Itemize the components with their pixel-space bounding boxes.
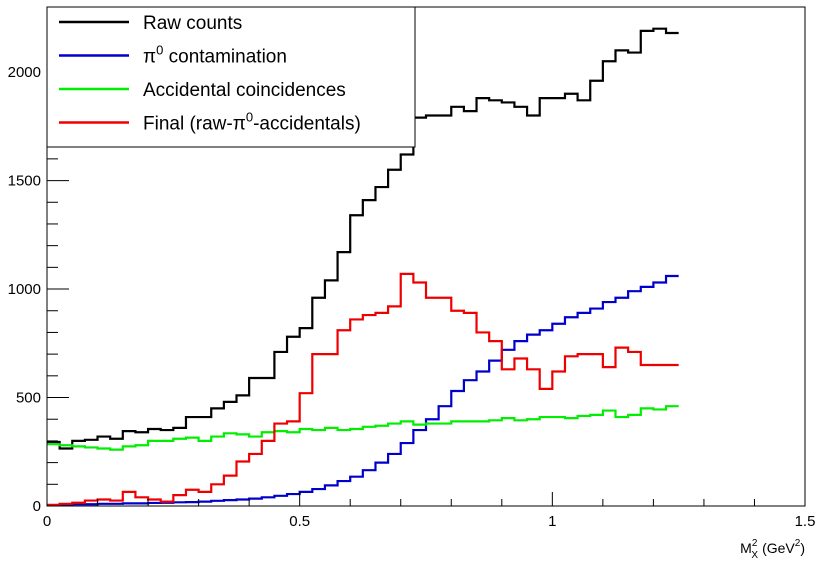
x-tick-label: 1	[548, 513, 556, 530]
series-line-1	[47, 27, 679, 450]
series-line-3	[47, 405, 679, 451]
x-tick-label: 1.5	[795, 513, 816, 530]
y-tick-label: 1500	[8, 173, 41, 190]
y-tick-label: 1000	[8, 281, 41, 298]
legend-label-1: Raw counts	[143, 13, 242, 34]
x-tick-label: 0.5	[289, 513, 310, 530]
y-tick-label: 500	[16, 390, 41, 407]
plot-frame	[46, 6, 806, 507]
series-line-4	[47, 272, 679, 507]
x-tick-label: 0	[43, 513, 51, 530]
series-layer	[47, 27, 679, 507]
legend: Raw counts π0 contamination Accidental coi…	[46, 6, 416, 148]
legend-label-2: π0 contamination	[143, 43, 287, 68]
legend-label-4: Final (raw-π0-accidentals)	[143, 110, 361, 135]
y-tick-label: 0	[33, 498, 41, 515]
y-tick-label: 2000	[8, 64, 41, 81]
x-axis-title: M2 X (GeV2)	[740, 538, 805, 561]
legend-label-3: Accidental coincidences	[143, 80, 346, 101]
